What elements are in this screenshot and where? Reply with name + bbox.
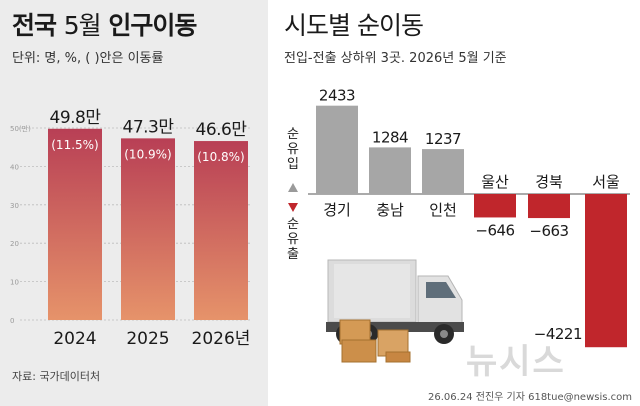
bar-rate-label: (11.5%) — [51, 138, 98, 152]
y-tick-label: 0 — [10, 317, 14, 325]
bar — [474, 194, 516, 218]
bar — [585, 194, 627, 348]
inflow-label-char: 입 — [287, 157, 299, 172]
bar-value-label: 47.3만 — [123, 117, 175, 137]
truck-illustration — [326, 259, 464, 363]
bar — [194, 141, 248, 320]
outflow-label-char: 출 — [287, 247, 299, 262]
y-tick-label: 40 — [10, 163, 19, 171]
bar-rate-label: (10.8%) — [197, 150, 244, 164]
x-category-label: 2025 — [126, 329, 169, 349]
national-migration-chart: 0 10 20 30 40 50(만) 49.8만 (11.5%) 2024 47.3만 (10.9… — [10, 108, 252, 349]
bar — [369, 147, 411, 194]
y-tick-label: 10 — [10, 279, 19, 287]
x-category-label: 인천 — [429, 201, 457, 219]
y-tick-label: 50(만) — [10, 124, 31, 133]
title-part-1: 전국 — [12, 11, 57, 40]
unit-note: 단위: 명, %, ( )안은 이동률 — [12, 51, 164, 66]
bar — [121, 138, 175, 320]
x-category-label: 서울 — [592, 173, 620, 191]
bar-value-label: 2433 — [319, 87, 355, 105]
bar-value-label: 46.6만 — [196, 120, 248, 140]
source-note: 자료: 국가데이터처 — [12, 370, 101, 383]
x-category-label: 2024 — [53, 329, 96, 349]
title-part-2: 5월 — [63, 11, 102, 40]
x-category-label: 경북 — [535, 173, 563, 191]
inflow-label-char: 순 — [287, 127, 299, 142]
bar-rate-label: (10.9%) — [124, 147, 171, 161]
bar — [316, 105, 358, 194]
truck-window — [426, 282, 456, 298]
outflow-triangle-icon — [288, 203, 298, 212]
bar — [48, 128, 102, 320]
bar-value-label: −4221 — [534, 325, 582, 343]
credit-note: 26.06.24 전진우 기자 618tue@newsis.com — [428, 392, 632, 403]
bar-value-label: −646 — [475, 221, 514, 239]
bar-value-label: 49.8만 — [50, 108, 102, 128]
bar-value-label: 1237 — [425, 130, 461, 148]
bar — [528, 194, 570, 219]
x-category-label: 2026년 — [192, 329, 251, 349]
bar-value-label: −663 — [529, 222, 568, 240]
newsis-watermark: 뉴시스 — [466, 342, 566, 382]
x-category-label: 울산 — [481, 173, 509, 191]
bar-value-label: 1284 — [372, 128, 408, 146]
y-tick-label: 30 — [10, 202, 19, 210]
bar — [422, 149, 464, 194]
cardboard-boxes-icon — [339, 319, 411, 363]
right-title: 시도별 순이동 — [284, 11, 424, 40]
outflow-label-char: 순 — [287, 217, 299, 232]
inflow-triangle-icon — [288, 183, 298, 192]
truck-chassis — [326, 322, 464, 332]
x-category-label: 경기 — [323, 201, 351, 219]
left-title: 전국 5월 인구이동 — [12, 6, 197, 42]
title-part-3: 인구이동 — [108, 11, 197, 40]
x-category-label: 충남 — [376, 201, 404, 219]
inflow-label-char: 유 — [287, 142, 299, 157]
right-subtitle: 전입-전출 상하위 3곳. 2026년 5월 기준 — [284, 51, 507, 66]
y-tick-label: 20 — [10, 240, 19, 248]
outflow-label-char: 유 — [287, 232, 299, 247]
